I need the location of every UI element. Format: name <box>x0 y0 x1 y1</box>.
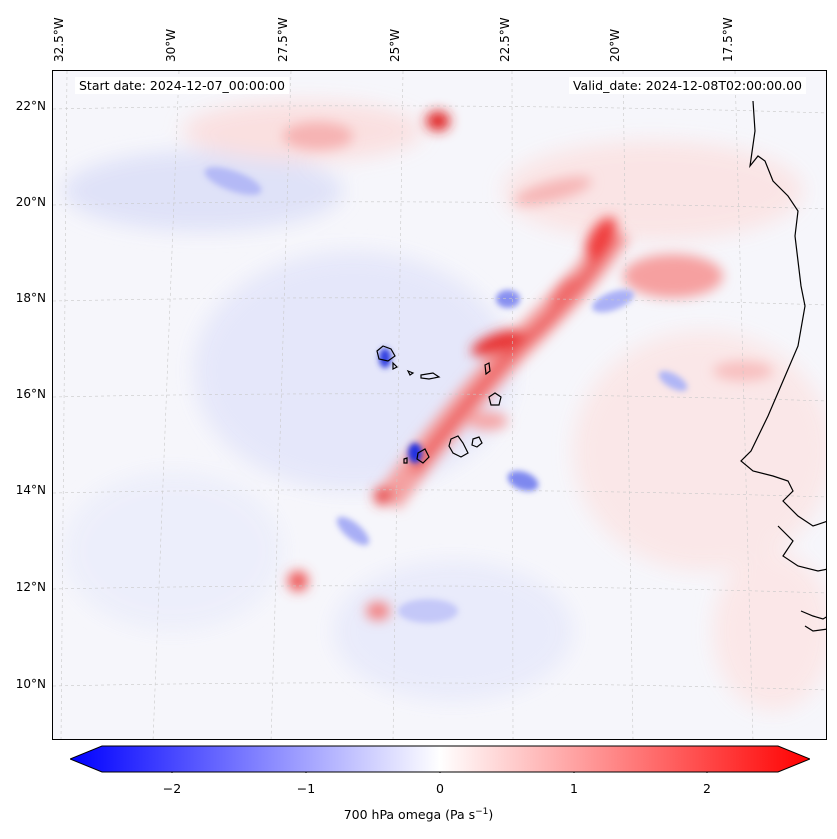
colorbar-title: 700 hPa omega (Pa s−1) <box>0 807 837 822</box>
coastline <box>740 100 826 632</box>
lat-label-14n: 14°N <box>15 483 46 497</box>
lat-label-12n: 12°N <box>15 580 46 594</box>
lon-label-32-5w: 32.5°W <box>52 17 66 62</box>
lon-label-17-5w: 17.5°W <box>721 17 735 62</box>
colorbar-gradient <box>68 745 812 776</box>
map-panel[interactable]: Start date: 2024-12-07_00:00:00 Valid_da… <box>52 70 827 740</box>
colorbar-title-exponent: −1 <box>475 807 489 817</box>
lon-label-27-5w: 27.5°W <box>276 17 290 62</box>
lat-label-18n: 18°N <box>15 291 46 305</box>
colorbar-tick-label: −2 <box>162 781 182 796</box>
lon-label-30w: 30°W <box>164 28 178 62</box>
island-outlines <box>376 345 502 464</box>
lon-label-25w: 25°W <box>388 28 402 62</box>
colorbar-tick-label: 2 <box>703 781 711 796</box>
descent-patches <box>204 167 688 623</box>
lon-label-22-5w: 22.5°W <box>498 17 512 62</box>
lat-label-20n: 20°N <box>15 195 46 209</box>
graticule <box>53 71 826 739</box>
omega-field-map <box>53 71 826 739</box>
colorbar <box>68 745 812 776</box>
lat-label-22n: 22°N <box>15 99 46 113</box>
start-date-label: Start date: 2024-12-07_00:00:00 <box>75 77 289 94</box>
lat-label-16n: 16°N <box>15 387 46 401</box>
colorbar-tick-label: −1 <box>296 781 316 796</box>
colorbar-tick-label: 1 <box>570 781 578 796</box>
colorbar-title-close: ) <box>488 807 494 823</box>
colorbar-tick-label: 0 <box>436 781 444 796</box>
lon-label-20w: 20°W <box>608 28 622 62</box>
colorbar-title-text: 700 hPa omega (Pa s <box>343 807 476 823</box>
lat-label-10n: 10°N <box>15 677 46 691</box>
valid-date-label: Valid_date: 2024-12-08T02:00:00.00 <box>568 77 806 94</box>
